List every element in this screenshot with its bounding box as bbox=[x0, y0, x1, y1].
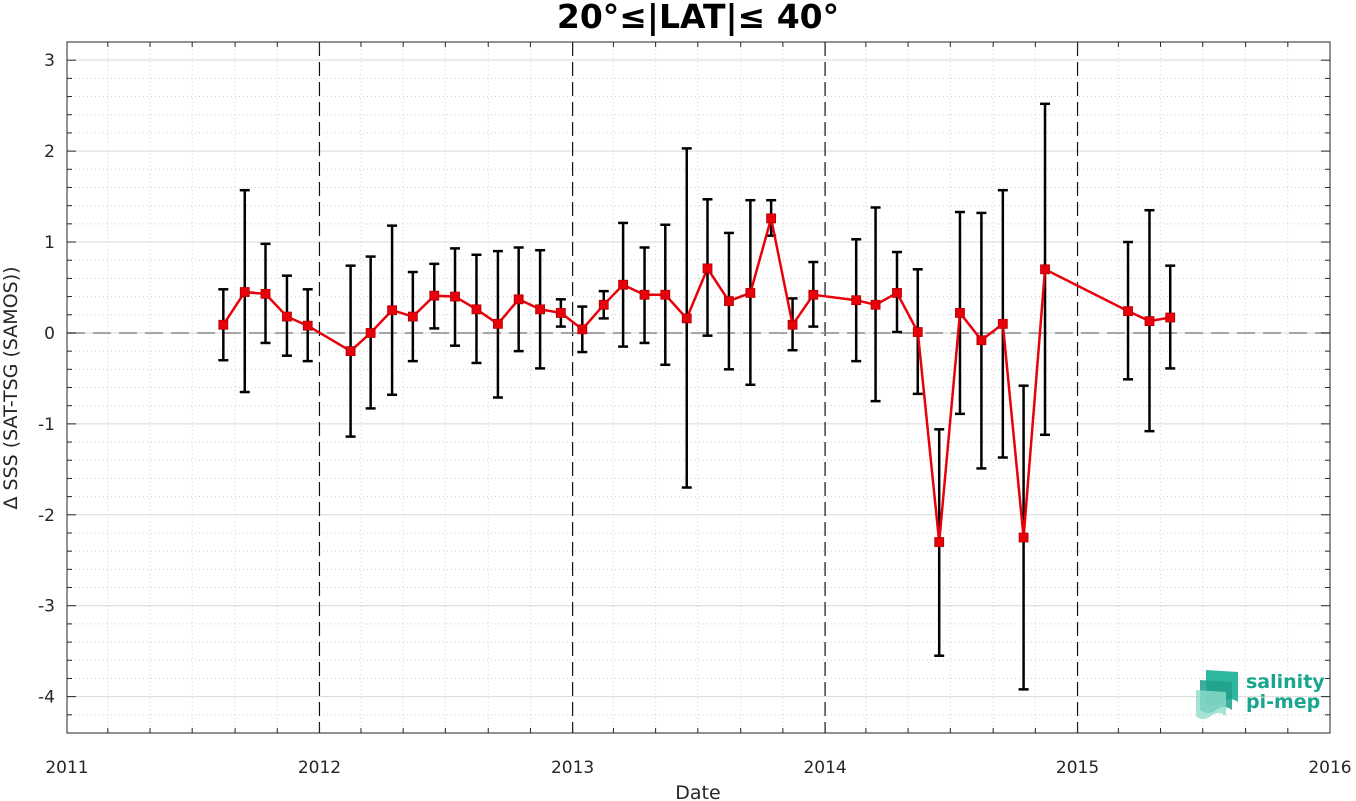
data-point-marker bbox=[1144, 316, 1155, 327]
data-point-marker bbox=[598, 299, 609, 310]
x-tick-label: 2012 bbox=[298, 758, 341, 778]
data-point-marker bbox=[660, 289, 671, 300]
data-point-marker bbox=[577, 324, 588, 335]
data-point-marker bbox=[387, 305, 397, 316]
y-tick-label: 0 bbox=[44, 324, 55, 344]
x-tick-label: 2015 bbox=[1056, 758, 1099, 778]
data-point-marker bbox=[407, 311, 418, 322]
data-point-marker bbox=[218, 319, 229, 330]
data-point-marker bbox=[513, 294, 524, 305]
data-point-marker bbox=[870, 299, 881, 310]
data-point-marker bbox=[912, 327, 923, 337]
x-tick-label: 2013 bbox=[551, 758, 594, 778]
data-point-marker bbox=[471, 304, 482, 315]
chart-title: 20°≤|LAT|≤ 40° bbox=[557, 0, 839, 36]
logo-text-pi-mep: pi-mep bbox=[1246, 691, 1320, 713]
y-tick-label: -1 bbox=[38, 415, 55, 435]
data-point-marker bbox=[681, 313, 692, 324]
data-point-marker bbox=[345, 346, 356, 357]
data-point-marker bbox=[493, 318, 503, 329]
data-point-marker bbox=[1165, 312, 1176, 323]
data-point-marker bbox=[618, 279, 629, 290]
y-tick-label: 1 bbox=[44, 233, 55, 253]
x-tick-label: 2014 bbox=[803, 758, 846, 778]
x-tick-label: 2011 bbox=[45, 758, 88, 778]
x-tick-labels: 2011 2012 2013 2014 2015 2016 bbox=[45, 758, 1351, 778]
data-point-marker bbox=[892, 288, 902, 298]
data-point-marker bbox=[639, 289, 650, 300]
x-tick-label: 2016 bbox=[1308, 758, 1351, 778]
data-point-marker bbox=[302, 320, 313, 331]
data-point-marker bbox=[1040, 264, 1050, 275]
data-point-marker bbox=[787, 319, 798, 330]
y-tick-label: -3 bbox=[38, 597, 55, 617]
series-markers bbox=[218, 213, 1176, 547]
y-tick-label: -4 bbox=[38, 688, 55, 708]
data-point-marker bbox=[1018, 532, 1029, 543]
y-tick-labels: 3 2 1 0 -1 -2 -3 -4 bbox=[38, 51, 55, 707]
y-tick-label: 2 bbox=[44, 142, 55, 162]
data-point-marker bbox=[724, 296, 734, 307]
logo-text-salinity: salinity bbox=[1246, 671, 1325, 693]
data-point-marker bbox=[535, 304, 546, 315]
data-point-marker bbox=[260, 288, 271, 299]
data-point-marker bbox=[851, 295, 862, 306]
data-point-marker bbox=[239, 287, 250, 297]
year-boundary-lines bbox=[318, 42, 1079, 733]
y-tick-label: 3 bbox=[44, 51, 55, 71]
data-point-marker bbox=[365, 328, 376, 338]
data-point-marker bbox=[934, 537, 945, 547]
axis-ticks bbox=[66, 41, 1331, 734]
data-point-marker bbox=[1123, 306, 1133, 317]
logo-icon bbox=[1196, 670, 1238, 719]
data-point-marker bbox=[976, 335, 987, 346]
y-axis-label: Δ SSS (SAT-TSG (SAMOS)) bbox=[0, 266, 22, 509]
data-point-marker bbox=[745, 288, 756, 298]
data-point-marker bbox=[429, 290, 440, 301]
data-point-marker bbox=[997, 318, 1008, 329]
y-tick-label: -2 bbox=[38, 506, 55, 526]
data-point-marker bbox=[955, 308, 965, 318]
x-axis-label: Date bbox=[675, 782, 720, 801]
data-point-marker bbox=[282, 311, 292, 322]
salinity-pi-mep-logo: salinity pi-mep bbox=[1196, 670, 1325, 719]
data-point-marker bbox=[555, 308, 566, 318]
data-point-marker bbox=[702, 263, 713, 274]
data-point-marker bbox=[450, 291, 460, 302]
data-point-marker bbox=[808, 289, 819, 300]
data-point-marker bbox=[766, 213, 777, 224]
